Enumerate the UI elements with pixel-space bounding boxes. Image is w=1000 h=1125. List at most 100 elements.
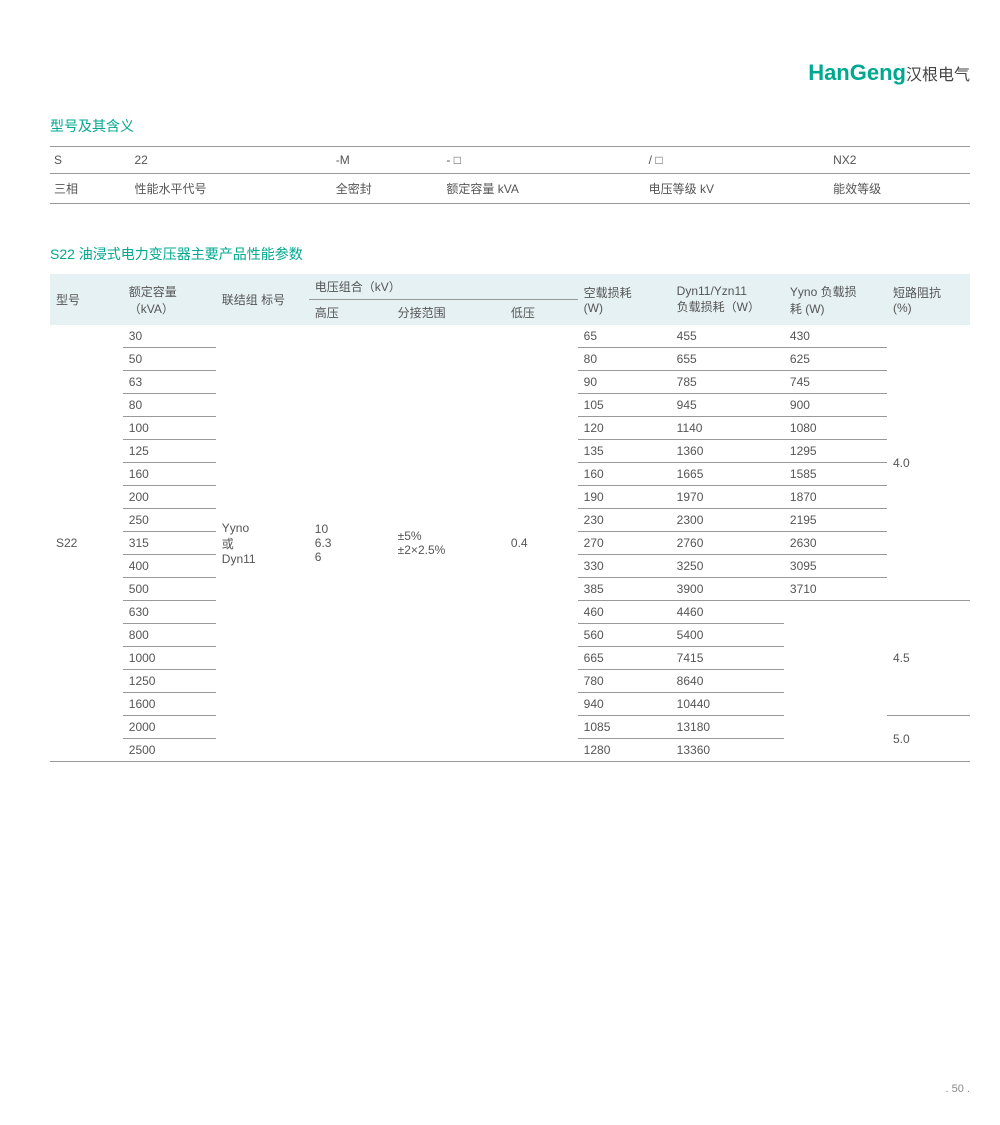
- cell-noload: 460: [578, 601, 671, 624]
- cell-dyn: 7415: [671, 647, 784, 670]
- cell-capacity: 1000: [123, 647, 216, 670]
- cell-capacity: 200: [123, 486, 216, 509]
- cell-noload: 385: [578, 578, 671, 601]
- cell-capacity: 125: [123, 440, 216, 463]
- cell-noload: 80: [578, 348, 671, 371]
- cell-capacity: 2000: [123, 716, 216, 739]
- cell-capacity: 630: [123, 601, 216, 624]
- model-meaning-table: S 22 -M - □ / □ NX2 三相 性能水平代号 全密封 额定容量 k…: [50, 146, 970, 204]
- th-noload: 空载损耗 (W): [578, 274, 671, 325]
- cell-yyno: 625: [784, 348, 887, 371]
- cell-yyno: 1295: [784, 440, 887, 463]
- model-cell: S: [50, 147, 131, 174]
- th-model: 型号: [50, 274, 123, 325]
- cell-hv: 10 6.3 6: [309, 325, 392, 762]
- cell-yyno: 1870: [784, 486, 887, 509]
- cell-yyno: 3095: [784, 555, 887, 578]
- cell-lv: 0.4: [505, 325, 578, 762]
- model-cell: / □: [645, 147, 829, 174]
- th-tap: 分接范围: [392, 300, 505, 326]
- cell-yyno: 745: [784, 371, 887, 394]
- cell-tap: ±5% ±2×2.5%: [392, 325, 505, 762]
- cell-capacity: 400: [123, 555, 216, 578]
- model-cell: 能效等级: [829, 174, 970, 204]
- cell-dyn: 785: [671, 371, 784, 394]
- cell-impedance: 4.0: [887, 325, 970, 601]
- cell-capacity: 315: [123, 532, 216, 555]
- cell-impedance: 4.5: [887, 601, 970, 716]
- cell-capacity: 2500: [123, 739, 216, 762]
- cell-noload: 665: [578, 647, 671, 670]
- cell-dyn: 655: [671, 348, 784, 371]
- cell-noload: 160: [578, 463, 671, 486]
- cell-dyn: 10440: [671, 693, 784, 716]
- section1-title: 型号及其含义: [50, 116, 970, 136]
- cell-capacity: 100: [123, 417, 216, 440]
- cell-yyno: 2630: [784, 532, 887, 555]
- cell-yyno: 2195: [784, 509, 887, 532]
- cell-noload: 190: [578, 486, 671, 509]
- th-impedance: 短路阻抗 (%): [887, 274, 970, 325]
- cell-dyn: 13360: [671, 739, 784, 762]
- logo-cn: 汉根电气: [906, 67, 970, 84]
- cell-yyno: 3710: [784, 578, 887, 601]
- cell-noload: 105: [578, 394, 671, 417]
- cell-yyno: 430: [784, 325, 887, 348]
- cell-noload: 1085: [578, 716, 671, 739]
- cell-dyn: 3900: [671, 578, 784, 601]
- cell-noload: 230: [578, 509, 671, 532]
- cell-noload: 1280: [578, 739, 671, 762]
- model-cell: 22: [131, 147, 332, 174]
- cell-dyn: 945: [671, 394, 784, 417]
- model-cell: 性能水平代号: [131, 174, 332, 204]
- cell-dyn: 4460: [671, 601, 784, 624]
- model-cell: NX2: [829, 147, 970, 174]
- cell-dyn: 1665: [671, 463, 784, 486]
- cell-capacity: 1600: [123, 693, 216, 716]
- spec-table: 型号 额定容量 （kVA） 联结组 标号 电压组合（kV） 空载损耗 (W) D…: [50, 274, 970, 762]
- model-cell: 额定容量 kVA: [442, 174, 644, 204]
- cell-impedance: 5.0: [887, 716, 970, 762]
- cell-capacity: 63: [123, 371, 216, 394]
- cell-capacity: 500: [123, 578, 216, 601]
- cell-capacity: 80: [123, 394, 216, 417]
- th-yyno: Yyno 负载损 耗 (W): [784, 274, 887, 325]
- model-cell: 三相: [50, 174, 131, 204]
- th-capacity: 额定容量 （kVA）: [123, 274, 216, 325]
- th-hv: 高压: [309, 300, 392, 326]
- cell-dyn: 1360: [671, 440, 784, 463]
- th-lv: 低压: [505, 300, 578, 326]
- cell-noload: 940: [578, 693, 671, 716]
- cell-dyn: 13180: [671, 716, 784, 739]
- cell-dyn: 2760: [671, 532, 784, 555]
- cell-capacity: 1250: [123, 670, 216, 693]
- model-cell: - □: [442, 147, 644, 174]
- cell-group: Yyno 或 Dyn11: [216, 325, 309, 762]
- cell-noload: 270: [578, 532, 671, 555]
- cell-noload: 65: [578, 325, 671, 348]
- cell-noload: 90: [578, 371, 671, 394]
- model-cell: 电压等级 kV: [645, 174, 829, 204]
- cell-yyno: 1585: [784, 463, 887, 486]
- cell-capacity: 30: [123, 325, 216, 348]
- cell-dyn: 1970: [671, 486, 784, 509]
- logo-en: HanGeng: [808, 60, 906, 85]
- section2-title: S22 油浸式电力变压器主要产品性能参数: [50, 244, 970, 264]
- model-cell: 全密封: [332, 174, 443, 204]
- cell-yyno-empty: [784, 601, 887, 762]
- cell-capacity: 250: [123, 509, 216, 532]
- cell-dyn: 2300: [671, 509, 784, 532]
- cell-dyn: 3250: [671, 555, 784, 578]
- logo: HanGeng汉根电气: [50, 60, 970, 86]
- cell-dyn: 455: [671, 325, 784, 348]
- cell-yyno: 900: [784, 394, 887, 417]
- page-number: . 50 .: [946, 1083, 970, 1095]
- cell-noload: 330: [578, 555, 671, 578]
- cell-noload: 120: [578, 417, 671, 440]
- cell-model: S22: [50, 325, 123, 762]
- cell-noload: 780: [578, 670, 671, 693]
- th-voltage: 电压组合（kV）: [309, 274, 578, 300]
- cell-noload: 135: [578, 440, 671, 463]
- model-cell: -M: [332, 147, 443, 174]
- th-group: 联结组 标号: [216, 274, 309, 325]
